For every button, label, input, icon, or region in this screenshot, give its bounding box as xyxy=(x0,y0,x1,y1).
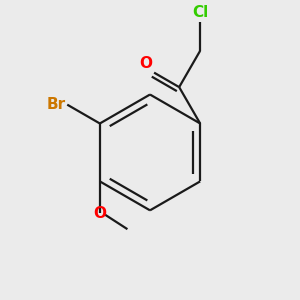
Text: O: O xyxy=(93,206,106,221)
Text: Cl: Cl xyxy=(192,5,208,20)
Text: O: O xyxy=(140,56,153,71)
Text: Br: Br xyxy=(47,97,66,112)
